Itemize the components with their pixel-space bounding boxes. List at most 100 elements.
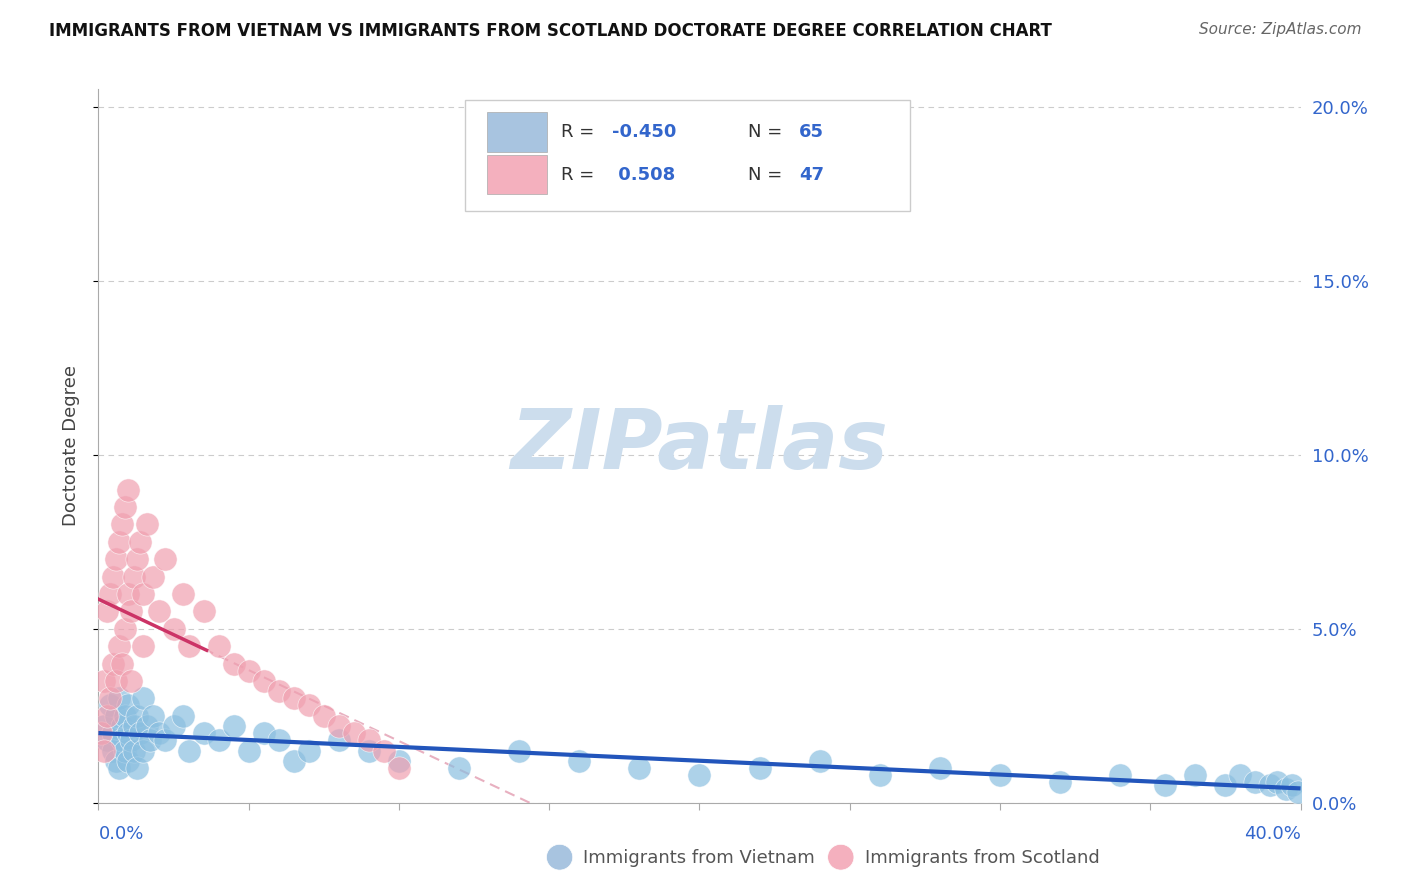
Point: [357, 733, 380, 747]
Point: [103, 743, 125, 757]
Point: [132, 639, 155, 653]
Point: [141, 569, 163, 583]
Point: [148, 604, 170, 618]
Point: [124, 743, 146, 757]
Point: [121, 604, 143, 618]
Point: [124, 569, 146, 583]
Point: [388, 761, 411, 775]
Point: [108, 639, 131, 653]
Point: [869, 768, 891, 782]
Point: [283, 754, 305, 768]
Bar: [486, 155, 547, 194]
Point: [111, 733, 134, 747]
Text: 0.0%: 0.0%: [98, 825, 143, 843]
Point: [172, 708, 194, 723]
Point: [1049, 775, 1071, 789]
Point: [177, 743, 200, 757]
Point: [96, 733, 118, 747]
Point: [100, 587, 122, 601]
Point: [96, 604, 118, 618]
Y-axis label: Doctorate Degree: Doctorate Degree: [62, 366, 80, 526]
Point: [193, 726, 215, 740]
Point: [121, 673, 143, 688]
Point: [117, 698, 139, 713]
Point: [103, 726, 125, 740]
Point: [222, 657, 245, 671]
Point: [929, 761, 952, 775]
Point: [222, 719, 245, 733]
Point: [357, 743, 380, 757]
Point: [93, 743, 115, 757]
Point: [93, 673, 115, 688]
Point: [129, 726, 152, 740]
Point: [114, 743, 136, 757]
Point: [127, 761, 149, 775]
Point: [808, 754, 831, 768]
Point: [328, 719, 350, 733]
Point: [108, 534, 131, 549]
Point: [328, 733, 350, 747]
Text: N =: N =: [748, 166, 787, 184]
Point: [1184, 768, 1206, 782]
Point: [148, 726, 170, 740]
Point: [298, 698, 321, 713]
Point: [114, 500, 136, 514]
Point: [100, 698, 122, 713]
Point: [127, 708, 149, 723]
Point: [988, 768, 1011, 782]
Point: [141, 708, 163, 723]
Point: [93, 719, 115, 733]
Point: [253, 673, 276, 688]
Point: [1154, 778, 1177, 792]
Point: [298, 743, 321, 757]
Point: [100, 691, 122, 706]
Point: [108, 761, 131, 775]
Point: [689, 768, 711, 782]
Point: [1274, 781, 1296, 796]
Point: [111, 719, 134, 733]
Text: Source: ZipAtlas.com: Source: ZipAtlas.com: [1198, 22, 1361, 37]
Point: [388, 754, 411, 768]
Point: [153, 552, 176, 566]
Text: 65: 65: [799, 123, 824, 141]
Text: 47: 47: [799, 166, 824, 184]
Text: Immigrants from Scotland: Immigrants from Scotland: [865, 849, 1099, 867]
FancyBboxPatch shape: [465, 100, 910, 211]
Point: [105, 673, 128, 688]
Point: [748, 761, 770, 775]
Point: [343, 726, 366, 740]
Text: IMMIGRANTS FROM VIETNAM VS IMMIGRANTS FROM SCOTLAND DOCTORATE DEGREE CORRELATION: IMMIGRANTS FROM VIETNAM VS IMMIGRANTS FR…: [49, 22, 1052, 40]
Point: [447, 761, 470, 775]
Point: [105, 708, 128, 723]
Point: [114, 708, 136, 723]
Bar: [486, 112, 547, 152]
Point: [117, 483, 139, 497]
Point: [132, 743, 155, 757]
Point: [117, 754, 139, 768]
Point: [111, 517, 134, 532]
Point: [135, 719, 157, 733]
Point: [124, 719, 146, 733]
Point: [1229, 768, 1251, 782]
Point: [1109, 768, 1132, 782]
Text: R =: R =: [561, 123, 600, 141]
Point: [90, 726, 112, 740]
Point: [127, 552, 149, 566]
Point: [1281, 778, 1303, 792]
Point: [153, 733, 176, 747]
Point: [105, 552, 128, 566]
Point: [172, 587, 194, 601]
Point: [208, 733, 231, 747]
Point: [312, 708, 335, 723]
Point: [1260, 778, 1282, 792]
Point: [121, 733, 143, 747]
Point: [162, 719, 184, 733]
Point: [508, 743, 530, 757]
Text: R =: R =: [561, 166, 600, 184]
Point: [162, 622, 184, 636]
Point: [111, 657, 134, 671]
Ellipse shape: [828, 845, 853, 870]
Point: [267, 733, 290, 747]
Point: [267, 684, 290, 698]
Point: [114, 622, 136, 636]
